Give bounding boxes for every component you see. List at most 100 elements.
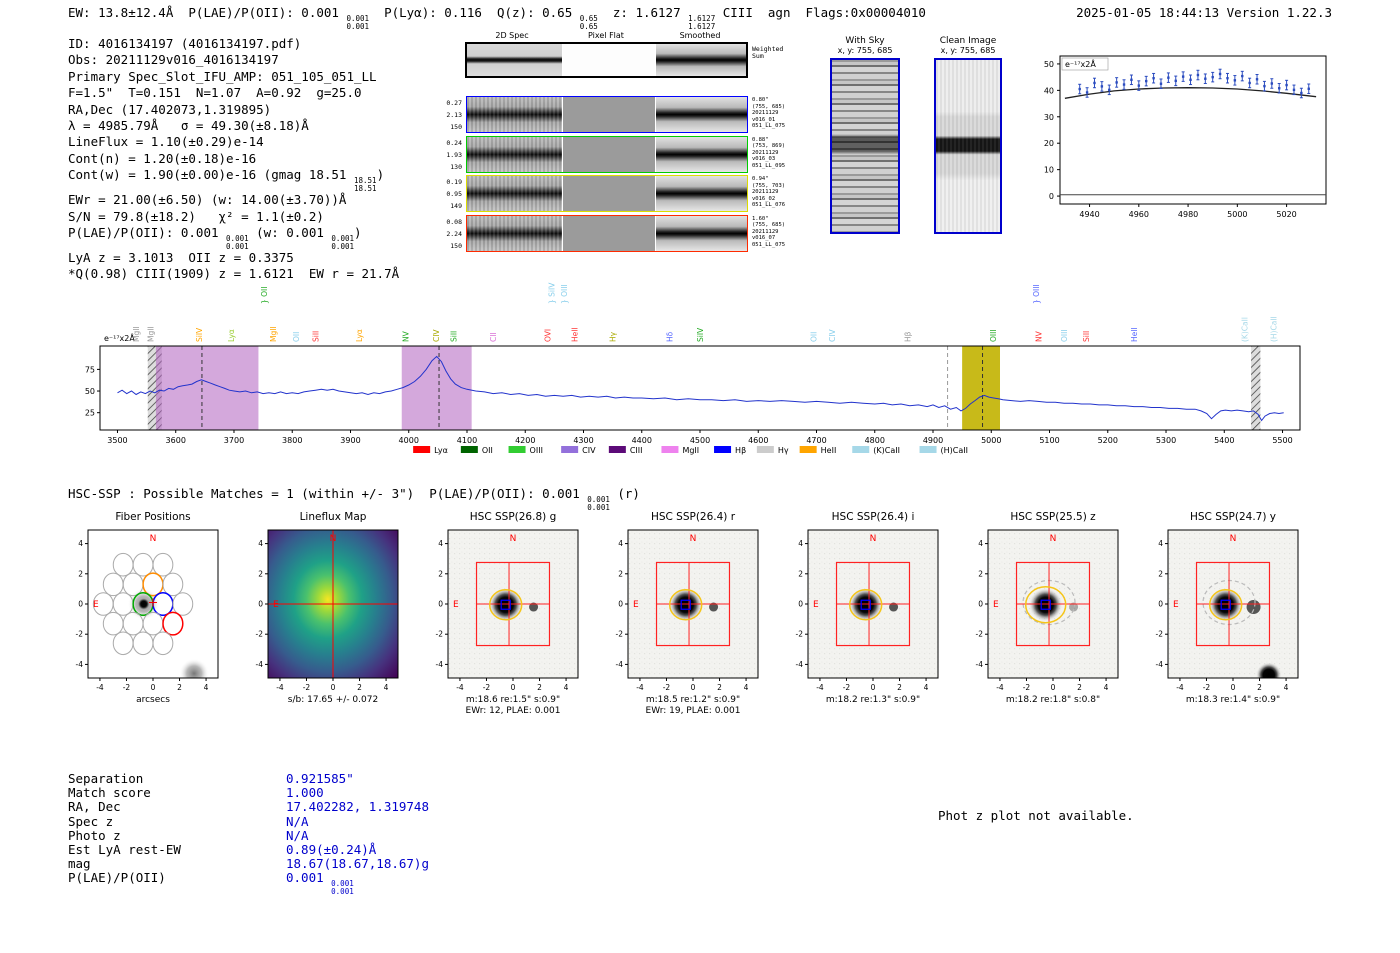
stacked-value: 0.001 0.001 bbox=[331, 234, 354, 251]
info-line: LyA z = 3.1013 OII z = 0.3375 bbox=[68, 250, 399, 266]
with-sky-title: With Sky bbox=[845, 36, 885, 46]
cutout-caption: m:18.6 re:1.5" s:0.9" bbox=[466, 695, 560, 705]
emission-line-label: MgII bbox=[147, 326, 156, 342]
svg-text:-2: -2 bbox=[1156, 630, 1164, 639]
legend-label: MgII bbox=[682, 446, 699, 455]
text-segment: LyA z = 3.1013 OII z = 0.3375 bbox=[68, 250, 294, 266]
svg-text:4600: 4600 bbox=[748, 436, 768, 445]
svg-text:-2: -2 bbox=[616, 630, 624, 639]
svg-text:4000: 4000 bbox=[399, 436, 419, 445]
svg-text:0: 0 bbox=[871, 683, 876, 692]
text-segment: ) bbox=[376, 167, 385, 183]
emission-line-label: SiII bbox=[1082, 331, 1091, 342]
match-label: Photo z bbox=[68, 827, 121, 843]
svg-text:4900: 4900 bbox=[923, 436, 943, 445]
emission-line-label: OIII bbox=[989, 329, 998, 342]
cutout-i: HSC SSP(26.4) i -4 -4 -2 -2 0 0 2 2 4 4 N Em:18.2 re… bbox=[796, 511, 939, 705]
legend-label: OIII bbox=[530, 446, 543, 455]
stacked-value: 0.001 0.001 bbox=[587, 495, 610, 512]
cutout-title: HSC SSP(26.4) i bbox=[832, 511, 915, 523]
info-line: Cont(w) = 1.90(±0.00)e-16 (gmag 18.51 18… bbox=[68, 167, 399, 192]
match-row: P(LAE)/P(OII) 0.001 0.001 0.001 bbox=[68, 871, 429, 895]
compass-north: N bbox=[330, 534, 337, 544]
cutout-title: Lineflux Map bbox=[300, 511, 367, 523]
with-sky-coords: x, y: 755, 685 bbox=[837, 46, 893, 55]
fiber-circle bbox=[162, 611, 184, 636]
svg-text:4: 4 bbox=[564, 683, 569, 692]
emission-line-label: } SiIV bbox=[547, 282, 556, 304]
svg-text:5300: 5300 bbox=[1156, 436, 1176, 445]
svg-text:3500: 3500 bbox=[107, 436, 127, 445]
svg-text:-2: -2 bbox=[843, 683, 851, 692]
emission-line-label: OII bbox=[292, 332, 301, 342]
emission-line-label: CII bbox=[489, 332, 498, 342]
text-segment: (w: 0.001 bbox=[248, 225, 332, 241]
text-segment: 0.921585" bbox=[286, 771, 354, 786]
info-line: λ = 4985.79Å σ = 49.30(±8.18)Å bbox=[68, 118, 399, 134]
text-segment: (r) bbox=[609, 486, 640, 501]
cutout-title: Fiber Positions bbox=[115, 511, 190, 523]
svg-text:50: 50 bbox=[1044, 60, 1054, 69]
match-value: N/A bbox=[286, 828, 309, 843]
match-value: 17.402282, 1.319748 bbox=[286, 799, 429, 814]
legend-swatch bbox=[852, 446, 870, 453]
fiber-smoothed-image bbox=[656, 215, 747, 251]
aperture-box bbox=[1195, 561, 1271, 647]
text-segment: 0.89(±0.24)Å bbox=[286, 842, 377, 858]
cutout-caption: m:18.2 re:1.3" s:0.9" bbox=[826, 695, 920, 705]
info-line: RA,Dec (17.402073,1.319895) bbox=[68, 102, 399, 118]
svg-text:-2: -2 bbox=[1203, 683, 1211, 692]
svg-text:-4: -4 bbox=[76, 660, 84, 669]
aperture-box bbox=[655, 561, 731, 647]
kron-ellipse bbox=[1024, 586, 1067, 624]
svg-text:2: 2 bbox=[1077, 683, 1082, 692]
fiber-2dspec-image bbox=[467, 215, 562, 251]
legend-label: CIII bbox=[630, 446, 643, 455]
svg-text:-2: -2 bbox=[76, 630, 84, 639]
legend-label: CIV bbox=[582, 446, 596, 455]
legend-label: (H)CaII bbox=[941, 446, 968, 455]
clean-image-title: Clean Image bbox=[939, 36, 997, 46]
compass-east: E bbox=[453, 600, 459, 610]
match-label: RA, Dec bbox=[68, 799, 121, 815]
cutout-title: HSC SSP(24.7) y bbox=[1190, 511, 1276, 523]
svg-text:5000: 5000 bbox=[1227, 210, 1247, 219]
legend-label: HeII bbox=[821, 446, 837, 455]
cutout-y: HSC SSP(24.7) y -4 -4 -2 -2 0 0 2 2 4 4 N Em:18.3 re… bbox=[1156, 511, 1299, 705]
svg-text:4300: 4300 bbox=[573, 436, 593, 445]
svg-text:0: 0 bbox=[691, 683, 696, 692]
spec2d-row bbox=[466, 135, 748, 173]
stacked-value: 0.001 0.001 bbox=[226, 234, 249, 251]
col-header-2dspec: 2D Spec bbox=[495, 31, 529, 40]
full-spectrum-plot: 3500 3600 3700 3800 3900 4000 4100 4200 4300 4400… bbox=[85, 282, 1301, 455]
kron-ellipse bbox=[668, 589, 703, 621]
svg-text:3600: 3600 bbox=[166, 436, 186, 445]
match-value: N/A bbox=[286, 814, 309, 829]
highlight-region bbox=[962, 346, 1000, 430]
text-segment: z: 1.6127 bbox=[597, 5, 689, 20]
legend-swatch bbox=[756, 446, 774, 453]
fiber-2dspec-image bbox=[467, 176, 562, 211]
svg-text:4: 4 bbox=[1104, 683, 1109, 692]
header-summary: EW: 13.8±12.4Å P(LAE)/P(OII): 0.001 0.00… bbox=[68, 5, 926, 30]
svg-text:4: 4 bbox=[384, 683, 389, 692]
match-value: 0.001 0.001 0.001 bbox=[286, 870, 354, 895]
emission-line-label: MgII bbox=[132, 326, 141, 342]
emission-line-label: HeII bbox=[1130, 327, 1139, 342]
svg-text:20: 20 bbox=[1044, 139, 1054, 148]
svg-text:4: 4 bbox=[924, 683, 929, 692]
svg-text:0: 0 bbox=[1158, 600, 1163, 609]
text-segment: ID: 4016134197 (4016134197.pdf) bbox=[68, 36, 302, 51]
cutout-z: HSC SSP(25.5) z -4 -4 -2 -2 0 0 2 2 4 4 N Em:18.2 re… bbox=[976, 511, 1119, 705]
svg-text:-2: -2 bbox=[303, 683, 311, 692]
text-segment: F=1.5" T=0.151 N=1.07 A=0.92 g=25.0 bbox=[68, 85, 362, 101]
compass-north: N bbox=[1230, 534, 1237, 544]
svg-text:-4: -4 bbox=[456, 683, 464, 692]
svg-text:4800: 4800 bbox=[865, 436, 885, 445]
text-segment: HSC-SSP : Possible Matches = 1 (within +… bbox=[68, 486, 588, 501]
svg-text:-4: -4 bbox=[816, 683, 824, 692]
svg-text:0: 0 bbox=[78, 600, 83, 609]
text-segment: λ = 4985.79Å σ = 49.30(±8.18)Å bbox=[68, 118, 309, 134]
compass-east: E bbox=[93, 600, 99, 610]
cutout-caption: m:18.2 re:1.8" s:0.8" bbox=[1006, 695, 1100, 705]
